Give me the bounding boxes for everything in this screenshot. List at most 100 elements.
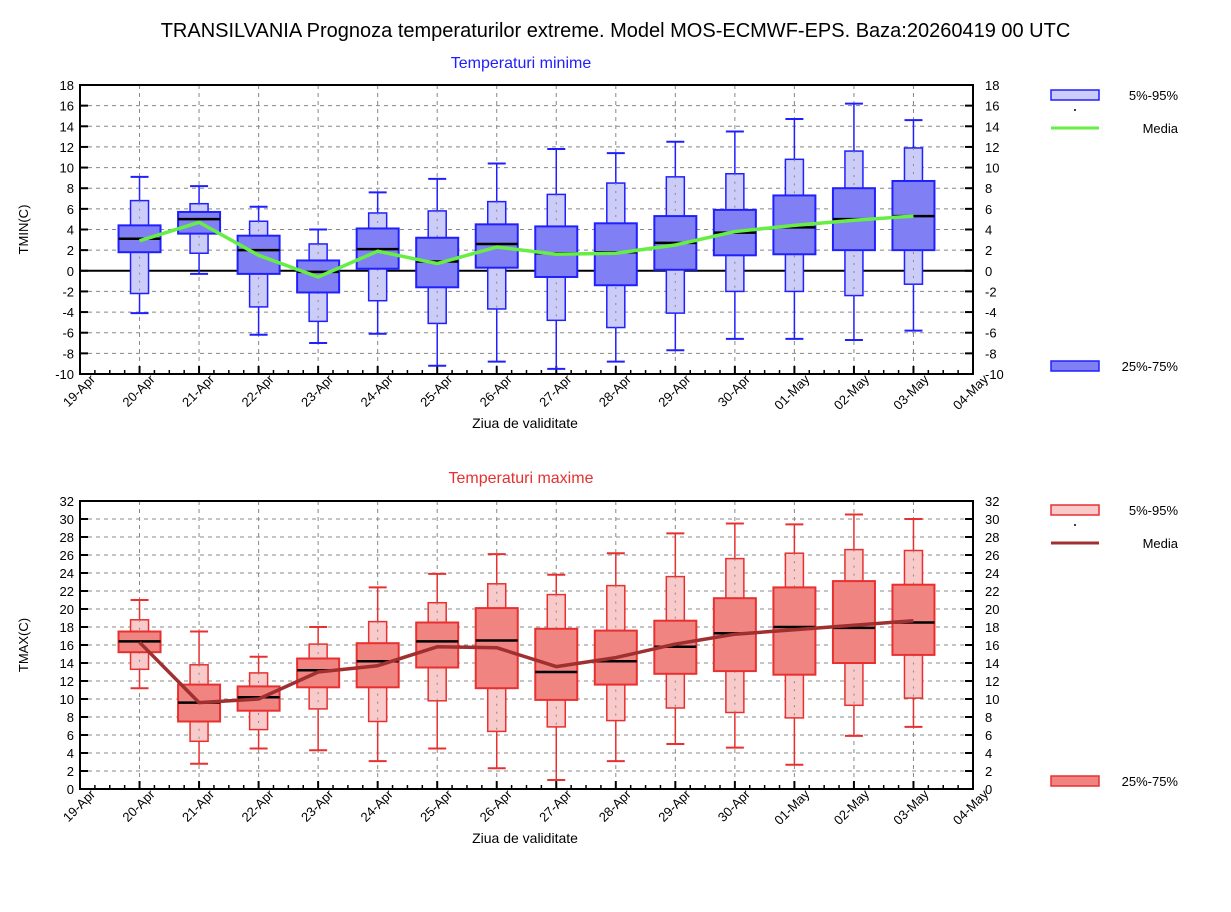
x-tick-label: 24-Apr xyxy=(358,786,397,825)
y-tick-label-right: -8 xyxy=(985,346,997,361)
y-tick-label-right: 0 xyxy=(985,264,992,279)
x-tick-label: 04-May xyxy=(950,786,992,828)
x-tick-label: 02-May xyxy=(831,371,873,413)
x-tick-label: 24-Apr xyxy=(358,371,397,410)
mean-line xyxy=(138,618,914,705)
y-tick-label: 16 xyxy=(60,638,74,653)
y-tick-label: 0 xyxy=(67,782,74,797)
y-tick-label-right: 24 xyxy=(985,566,999,581)
box-25-Apr xyxy=(415,177,460,367)
y-tick-label-right: 18 xyxy=(985,78,999,93)
x-tick-label: 21-Apr xyxy=(179,371,218,410)
chart-title: Temperaturi maxime xyxy=(449,470,594,487)
box-27-Apr xyxy=(534,573,579,781)
y-tick-label-right: 14 xyxy=(985,119,999,134)
x-tick-label: 21-Apr xyxy=(179,786,218,825)
y-tick-label-right: 8 xyxy=(985,181,992,196)
legend-dot xyxy=(1074,524,1076,526)
box-28-Apr xyxy=(593,152,638,363)
box-22-Apr xyxy=(236,205,281,336)
y-tick-label: 14 xyxy=(60,119,74,134)
legend-inner-label: 25%-75% xyxy=(1122,359,1179,374)
x-tick-label: 30-Apr xyxy=(715,371,754,410)
y-tick-label: 28 xyxy=(60,530,74,545)
y-tick-label-right: 14 xyxy=(985,656,999,671)
x-tick-label: 02-May xyxy=(831,786,873,828)
y-tick-label: -10 xyxy=(55,367,74,382)
y-tick-label-right: -6 xyxy=(985,326,997,341)
y-tick-label-right: -10 xyxy=(985,367,1004,382)
box-20-Apr xyxy=(117,175,162,315)
y-tick-label-right: 30 xyxy=(985,512,999,527)
x-tick-label: 03-May xyxy=(890,786,932,828)
y-tick-label-right: -4 xyxy=(985,305,997,320)
legend-inner-label: 25%-75% xyxy=(1122,774,1179,789)
box-24-Apr xyxy=(355,586,400,763)
y-axis-label: TMIN(C) xyxy=(16,205,31,255)
x-axis-label: Ziua de validitate xyxy=(472,830,578,846)
y-tick-label: -2 xyxy=(62,284,74,299)
legend-outer-swatch xyxy=(1050,504,1100,516)
y-tick-label-right: 16 xyxy=(985,99,999,114)
y-axis-label: TMAX(C) xyxy=(16,618,31,672)
legend-mean-label: Media xyxy=(1143,536,1179,551)
y-tick-label-right: 16 xyxy=(985,638,999,653)
x-tick-label: 29-Apr xyxy=(655,371,694,410)
y-tick-label-right: 6 xyxy=(985,728,992,743)
chart-title: Temperaturi minime xyxy=(451,55,592,72)
y-tick-label: 32 xyxy=(60,494,74,509)
y-tick-label-right: 18 xyxy=(985,620,999,635)
x-tick-label: 25-Apr xyxy=(417,786,456,825)
box-25-75 xyxy=(236,234,281,275)
y-tick-label-right: 22 xyxy=(985,584,999,599)
x-tick-label: 28-Apr xyxy=(596,371,635,410)
x-tick-label: 30-Apr xyxy=(715,786,754,825)
plot-frame xyxy=(79,84,974,375)
y-tick-label-right: 4 xyxy=(985,223,992,238)
y-tick-label-right: 4 xyxy=(985,746,992,761)
x-tick-label: 19-Apr xyxy=(60,786,99,825)
box-25-75 xyxy=(891,583,936,656)
box-23-Apr xyxy=(296,626,341,752)
legend: 5%-95% Media 25%-75% xyxy=(1050,503,1179,789)
box-03-May xyxy=(891,119,936,332)
y-tick-label-right: 2 xyxy=(985,764,992,779)
box-27-Apr xyxy=(534,147,579,370)
y-tick-label: 22 xyxy=(60,584,74,599)
box-23-Apr xyxy=(296,228,341,345)
y-tick-label: 20 xyxy=(60,602,74,617)
box-24-Apr xyxy=(355,191,400,335)
box-25-75 xyxy=(415,621,460,669)
y-tick-label: 6 xyxy=(67,728,74,743)
legend-outer-label: 5%-95% xyxy=(1129,88,1179,103)
y-tick-label: 24 xyxy=(60,566,74,581)
y-tick-label: 8 xyxy=(67,710,74,725)
y-tick-label: 8 xyxy=(67,181,74,196)
y-tick-label: 2 xyxy=(67,243,74,258)
legend-dot xyxy=(1074,109,1076,111)
y-tick-label: -4 xyxy=(62,305,74,320)
x-tick-label: 26-Apr xyxy=(477,371,516,410)
x-axis-label: Ziua de validitate xyxy=(472,415,578,431)
y-tick-label: 16 xyxy=(60,99,74,114)
x-tick-label: 23-Apr xyxy=(298,786,337,825)
y-tick-label-right: 12 xyxy=(985,140,999,155)
x-tick-label: 28-Apr xyxy=(596,786,635,825)
y-tick-label-right: 28 xyxy=(985,530,999,545)
y-tick-label-right: 0 xyxy=(985,782,992,797)
y-tick-label-right: -2 xyxy=(985,284,997,299)
y-tick-label: 10 xyxy=(60,692,74,707)
box-29-Apr xyxy=(653,532,698,745)
x-tick-label: 23-Apr xyxy=(298,371,337,410)
y-tick-label: 4 xyxy=(67,223,74,238)
mean-line xyxy=(139,214,914,279)
y-tick-label: 14 xyxy=(60,656,74,671)
y-tick-label: -8 xyxy=(62,346,74,361)
legend-mean-label: Media xyxy=(1143,121,1179,136)
box-25-Apr xyxy=(415,572,460,750)
y-tick-label-right: 2 xyxy=(985,243,992,258)
box-21-Apr xyxy=(177,630,222,765)
legend-inner-swatch xyxy=(1050,775,1100,787)
